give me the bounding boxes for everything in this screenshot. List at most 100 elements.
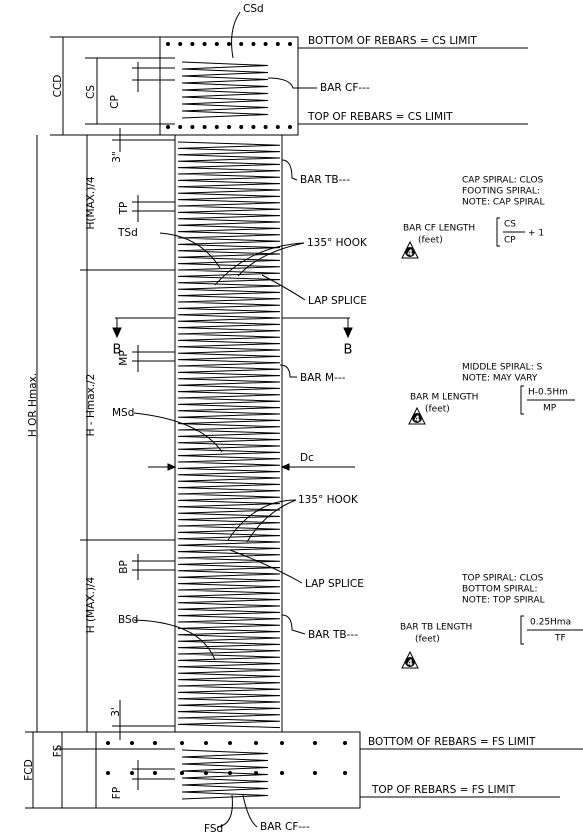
rebar-dot <box>275 125 280 129</box>
label: LAP SPLICE <box>308 295 367 307</box>
label: 3" <box>111 151 123 163</box>
label: FS <box>52 744 64 757</box>
spiral <box>177 141 281 729</box>
cap-outline <box>159 36 299 136</box>
rebar-dot <box>204 741 208 745</box>
formula-text: 0.25Hma <box>530 618 571 628</box>
rebar-dot <box>153 771 157 775</box>
rebar-dot <box>227 42 231 46</box>
rebar-dot <box>227 125 231 129</box>
label: TOP OF REBARS = FS LIMIT <box>371 784 516 796</box>
label: BP <box>118 560 130 574</box>
label: BAR TB--- <box>308 629 358 641</box>
label: MP <box>118 350 130 365</box>
rebar-dot <box>180 741 184 745</box>
rebar-dot <box>214 42 219 46</box>
formula-unit: (feet) <box>415 635 440 645</box>
label: Dc <box>300 452 314 464</box>
rebar-dot <box>251 42 256 46</box>
label: FP <box>111 787 123 799</box>
rebar-dot <box>288 125 292 129</box>
rebar-dot <box>166 42 170 46</box>
label: BAR CF--- <box>260 821 310 833</box>
formula-text: CS <box>504 220 516 230</box>
label: BOTTOM OF REBARS = FS LIMIT <box>368 736 536 748</box>
label: TSd <box>117 227 138 239</box>
label: 135° HOOK <box>298 494 359 506</box>
badge: 4 <box>414 415 420 424</box>
formula-text: TF <box>554 634 566 644</box>
rebar-dot <box>202 125 207 129</box>
dimensions <box>25 36 355 809</box>
label: FCD <box>23 759 35 780</box>
label: H(MAX.)/4 <box>85 176 97 229</box>
rebar-dot <box>106 741 110 745</box>
rebar-dot <box>254 741 258 745</box>
rebar-dot <box>313 771 317 775</box>
formula-label: BAR TB LENGTH <box>400 623 472 633</box>
formula-graphics <box>401 217 583 669</box>
rebar-dot <box>153 741 157 745</box>
rebar-dot <box>288 42 292 46</box>
rebar-dot <box>130 771 134 775</box>
label: H - Hmax./2 <box>85 374 97 437</box>
note: BOTTOM SPIRAL: <box>462 585 538 595</box>
note: CAP SPIRAL: CLOS <box>462 176 544 186</box>
label: TP <box>118 202 130 216</box>
formula-label: BAR CF LENGTH <box>403 224 475 234</box>
label: B <box>344 343 353 358</box>
label: H (MAX.)/4 <box>85 576 97 633</box>
label: 3' <box>110 707 122 717</box>
rebar-dot <box>106 771 110 775</box>
rebar-dot <box>228 771 232 775</box>
label: TOP OF REBARS = CS LIMIT <box>307 111 453 123</box>
rebar-dot <box>239 42 244 46</box>
rebar-dots <box>106 42 347 775</box>
rebar-dot <box>166 125 170 129</box>
label: CSd <box>243 3 264 15</box>
rebar-dot <box>214 125 219 129</box>
label: CP <box>109 95 121 109</box>
label: BAR TB--- <box>300 174 350 186</box>
label: LAP SPLICE <box>305 578 364 590</box>
note: NOTE: TOP SPIRAL <box>462 596 545 606</box>
rebar-dot <box>178 42 183 46</box>
rebar-dot <box>180 771 184 775</box>
rebar-dot <box>313 741 317 745</box>
rebar-dot <box>343 771 347 775</box>
formula-text: MP <box>543 404 557 414</box>
label: BSd <box>118 614 138 626</box>
rebar-dot <box>254 771 258 775</box>
rebar-dot <box>280 741 284 745</box>
label: CCD <box>52 75 64 98</box>
rebar-dot <box>202 42 207 46</box>
label: B <box>113 343 122 358</box>
note: NOTE: MAY VARY <box>462 374 538 384</box>
label: BOTTOM OF REBARS = CS LIMIT <box>308 35 477 47</box>
note: NOTE: CAP SPIRAL <box>462 198 544 208</box>
label: MSd <box>112 407 134 419</box>
footing-outline <box>95 731 361 809</box>
label: 135° HOOK <box>307 237 368 249</box>
note: TOP SPIRAL: CLOS <box>461 574 544 584</box>
rebar-dot <box>204 771 208 775</box>
rebar-dot <box>263 42 268 46</box>
label: CS <box>85 85 97 99</box>
formula-unit: (feet) <box>425 405 450 415</box>
rebar-dot <box>263 125 268 129</box>
spiral <box>181 749 269 800</box>
rebar-dot <box>190 42 195 46</box>
rebar-dot <box>251 125 256 129</box>
badge: 4 <box>407 659 413 668</box>
formula-label: BAR M LENGTH <box>410 393 478 403</box>
label: BAR M--- <box>300 372 346 384</box>
formula-text: CP <box>504 236 516 246</box>
note: FOOTING SPIRAL: <box>462 187 540 197</box>
rebar-dot <box>178 125 183 129</box>
formula-text: + 1 <box>528 229 544 239</box>
formula-text: H-0.5Hm <box>528 388 568 398</box>
label: BAR CF--- <box>320 82 370 94</box>
label: H OR Hmax. <box>27 373 39 437</box>
note: MIDDLE SPIRAL: S <box>462 363 543 373</box>
